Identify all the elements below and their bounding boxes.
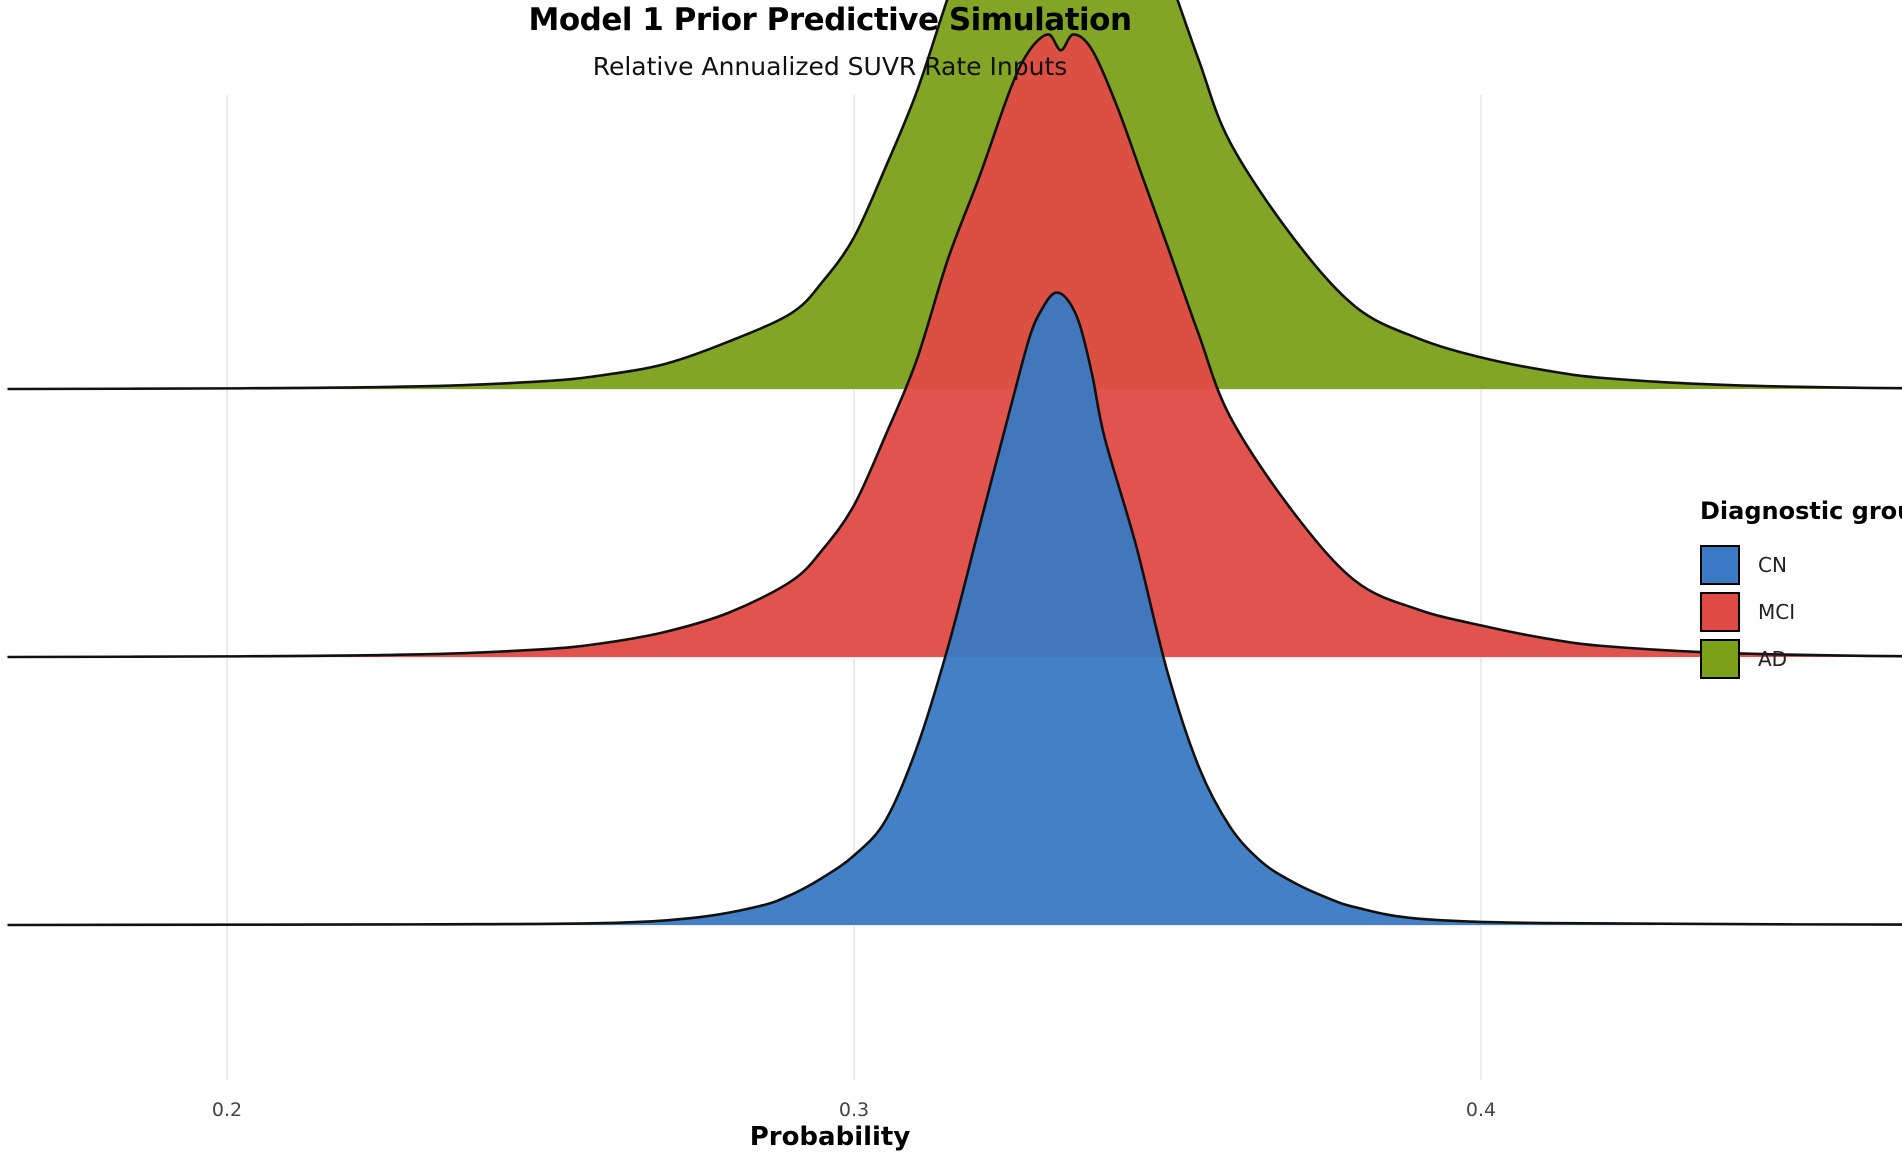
x-tick-label-0: 0.2 [212,1099,242,1121]
legend-swatch-cn [1700,544,1740,585]
legend: Diagnostic group CN MCI AD [1700,497,1902,682]
ridge-outline-ad [7,0,1902,391]
ridge-ad [7,0,1902,391]
legend-label-cn: CN [1758,552,1787,577]
legend-title: Diagnostic group [1700,497,1902,525]
ridge-area-mci [7,34,1902,657]
legend-item-ad: AD [1700,635,1900,682]
ridge-outline-mci [7,33,1902,659]
ridge-outline-cn [7,291,1902,927]
chart-title: Model 1 Prior Predictive Simulation [528,2,1132,38]
ridge-area-cn [7,292,1902,925]
x-tick-label-1: 0.3 [839,1099,869,1121]
density-ridges [7,0,1902,927]
x-axis-ticks: 0.20.30.40.5 [212,1099,1496,1121]
x-axis-label: Probability [749,1122,911,1152]
ridge-cn [7,291,1902,927]
legend-item-cn: CN [1700,541,1900,588]
ridge-mci [7,33,1902,659]
x-tick-label-2: 0.4 [1466,1099,1496,1121]
legend-label-ad: AD [1758,646,1788,671]
chart-subtitle: Relative Annualized SUVR Rate Inputs [592,52,1068,81]
legend-swatch-mci [1700,591,1740,632]
ridge-area-ad [7,0,1902,389]
legend-swatch-ad [1700,638,1740,679]
legend-item-mci: MCI [1700,588,1900,635]
legend-label-mci: MCI [1758,599,1796,624]
